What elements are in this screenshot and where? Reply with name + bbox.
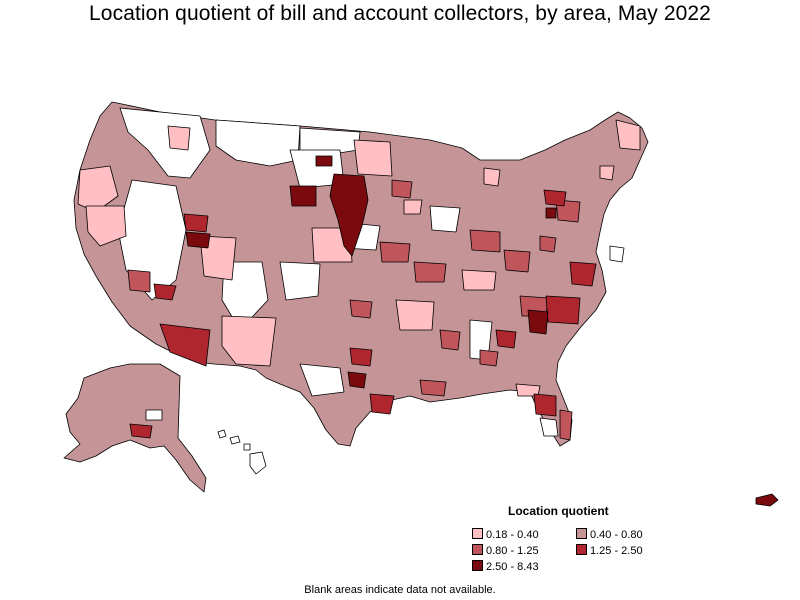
low-lq-areas <box>77 119 641 397</box>
alaska-no-data <box>145 409 163 421</box>
legend-swatch <box>472 560 483 571</box>
map-title: Location quotient of bill and account co… <box>89 2 711 25</box>
no-data-areas <box>117 107 625 437</box>
legend-swatch <box>576 528 587 539</box>
legend-label: 1.25 - 2.50 <box>590 545 643 557</box>
puerto-rico <box>755 493 779 507</box>
hawaii <box>217 429 267 475</box>
legend-swatch <box>576 544 587 555</box>
legend-item-5: 2.50 - 8.43 <box>472 560 539 573</box>
legend-swatch <box>472 544 483 555</box>
legend-label: 0.40 - 0.80 <box>590 529 643 541</box>
legend-item-3: 0.80 - 1.25 <box>472 544 539 557</box>
legend-item-4: 1.25 - 2.50 <box>576 544 643 557</box>
legend-label: 0.18 - 0.40 <box>486 529 539 541</box>
legend-swatch <box>472 528 483 539</box>
legend-title: Location quotient <box>508 504 609 518</box>
highest-lq-areas <box>185 155 557 389</box>
legend-label: 0.80 - 1.25 <box>486 545 539 557</box>
mid-lq-areas <box>127 179 581 441</box>
footnote: Blank areas indicate data not available. <box>304 584 496 596</box>
legend-item-1: 0.18 - 0.40 <box>472 528 539 541</box>
legend-label: 2.50 - 8.43 <box>486 561 539 573</box>
alaska-high <box>129 423 153 439</box>
legend-item-2: 0.40 - 0.80 <box>576 528 643 541</box>
